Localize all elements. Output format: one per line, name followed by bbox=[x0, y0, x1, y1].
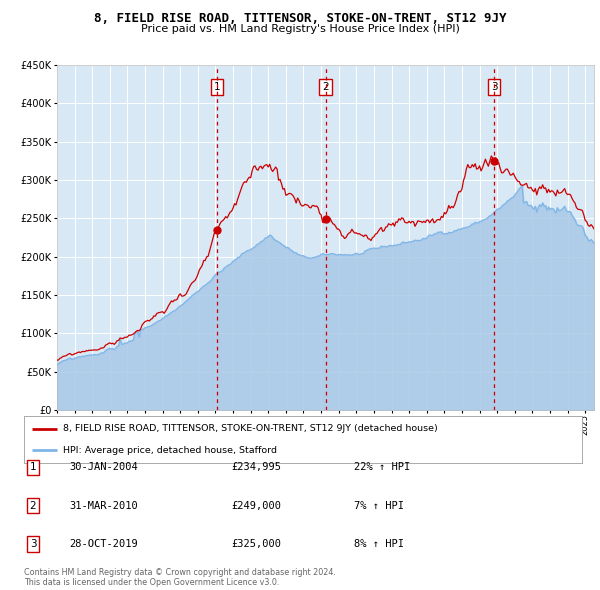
Text: 1: 1 bbox=[214, 83, 220, 92]
Text: 22% ↑ HPI: 22% ↑ HPI bbox=[354, 463, 410, 472]
Text: HPI: Average price, detached house, Stafford: HPI: Average price, detached house, Staf… bbox=[63, 446, 277, 455]
Text: 8% ↑ HPI: 8% ↑ HPI bbox=[354, 539, 404, 549]
Text: 8, FIELD RISE ROAD, TITTENSOR, STOKE-ON-TRENT, ST12 9JY (detached house): 8, FIELD RISE ROAD, TITTENSOR, STOKE-ON-… bbox=[63, 424, 438, 433]
Text: 2: 2 bbox=[29, 501, 37, 510]
Text: £234,995: £234,995 bbox=[231, 463, 281, 472]
Text: £249,000: £249,000 bbox=[231, 501, 281, 510]
Text: £325,000: £325,000 bbox=[231, 539, 281, 549]
Text: 3: 3 bbox=[29, 539, 37, 549]
Text: Price paid vs. HM Land Registry's House Price Index (HPI): Price paid vs. HM Land Registry's House … bbox=[140, 24, 460, 34]
Text: 30-JAN-2004: 30-JAN-2004 bbox=[69, 463, 138, 472]
Text: 7% ↑ HPI: 7% ↑ HPI bbox=[354, 501, 404, 510]
Text: 28-OCT-2019: 28-OCT-2019 bbox=[69, 539, 138, 549]
Text: 1: 1 bbox=[29, 463, 37, 472]
Text: 8, FIELD RISE ROAD, TITTENSOR, STOKE-ON-TRENT, ST12 9JY: 8, FIELD RISE ROAD, TITTENSOR, STOKE-ON-… bbox=[94, 12, 506, 25]
Text: 3: 3 bbox=[491, 83, 497, 92]
Text: 2: 2 bbox=[322, 83, 329, 92]
Text: Contains HM Land Registry data © Crown copyright and database right 2024.
This d: Contains HM Land Registry data © Crown c… bbox=[24, 568, 336, 587]
Text: 31-MAR-2010: 31-MAR-2010 bbox=[69, 501, 138, 510]
